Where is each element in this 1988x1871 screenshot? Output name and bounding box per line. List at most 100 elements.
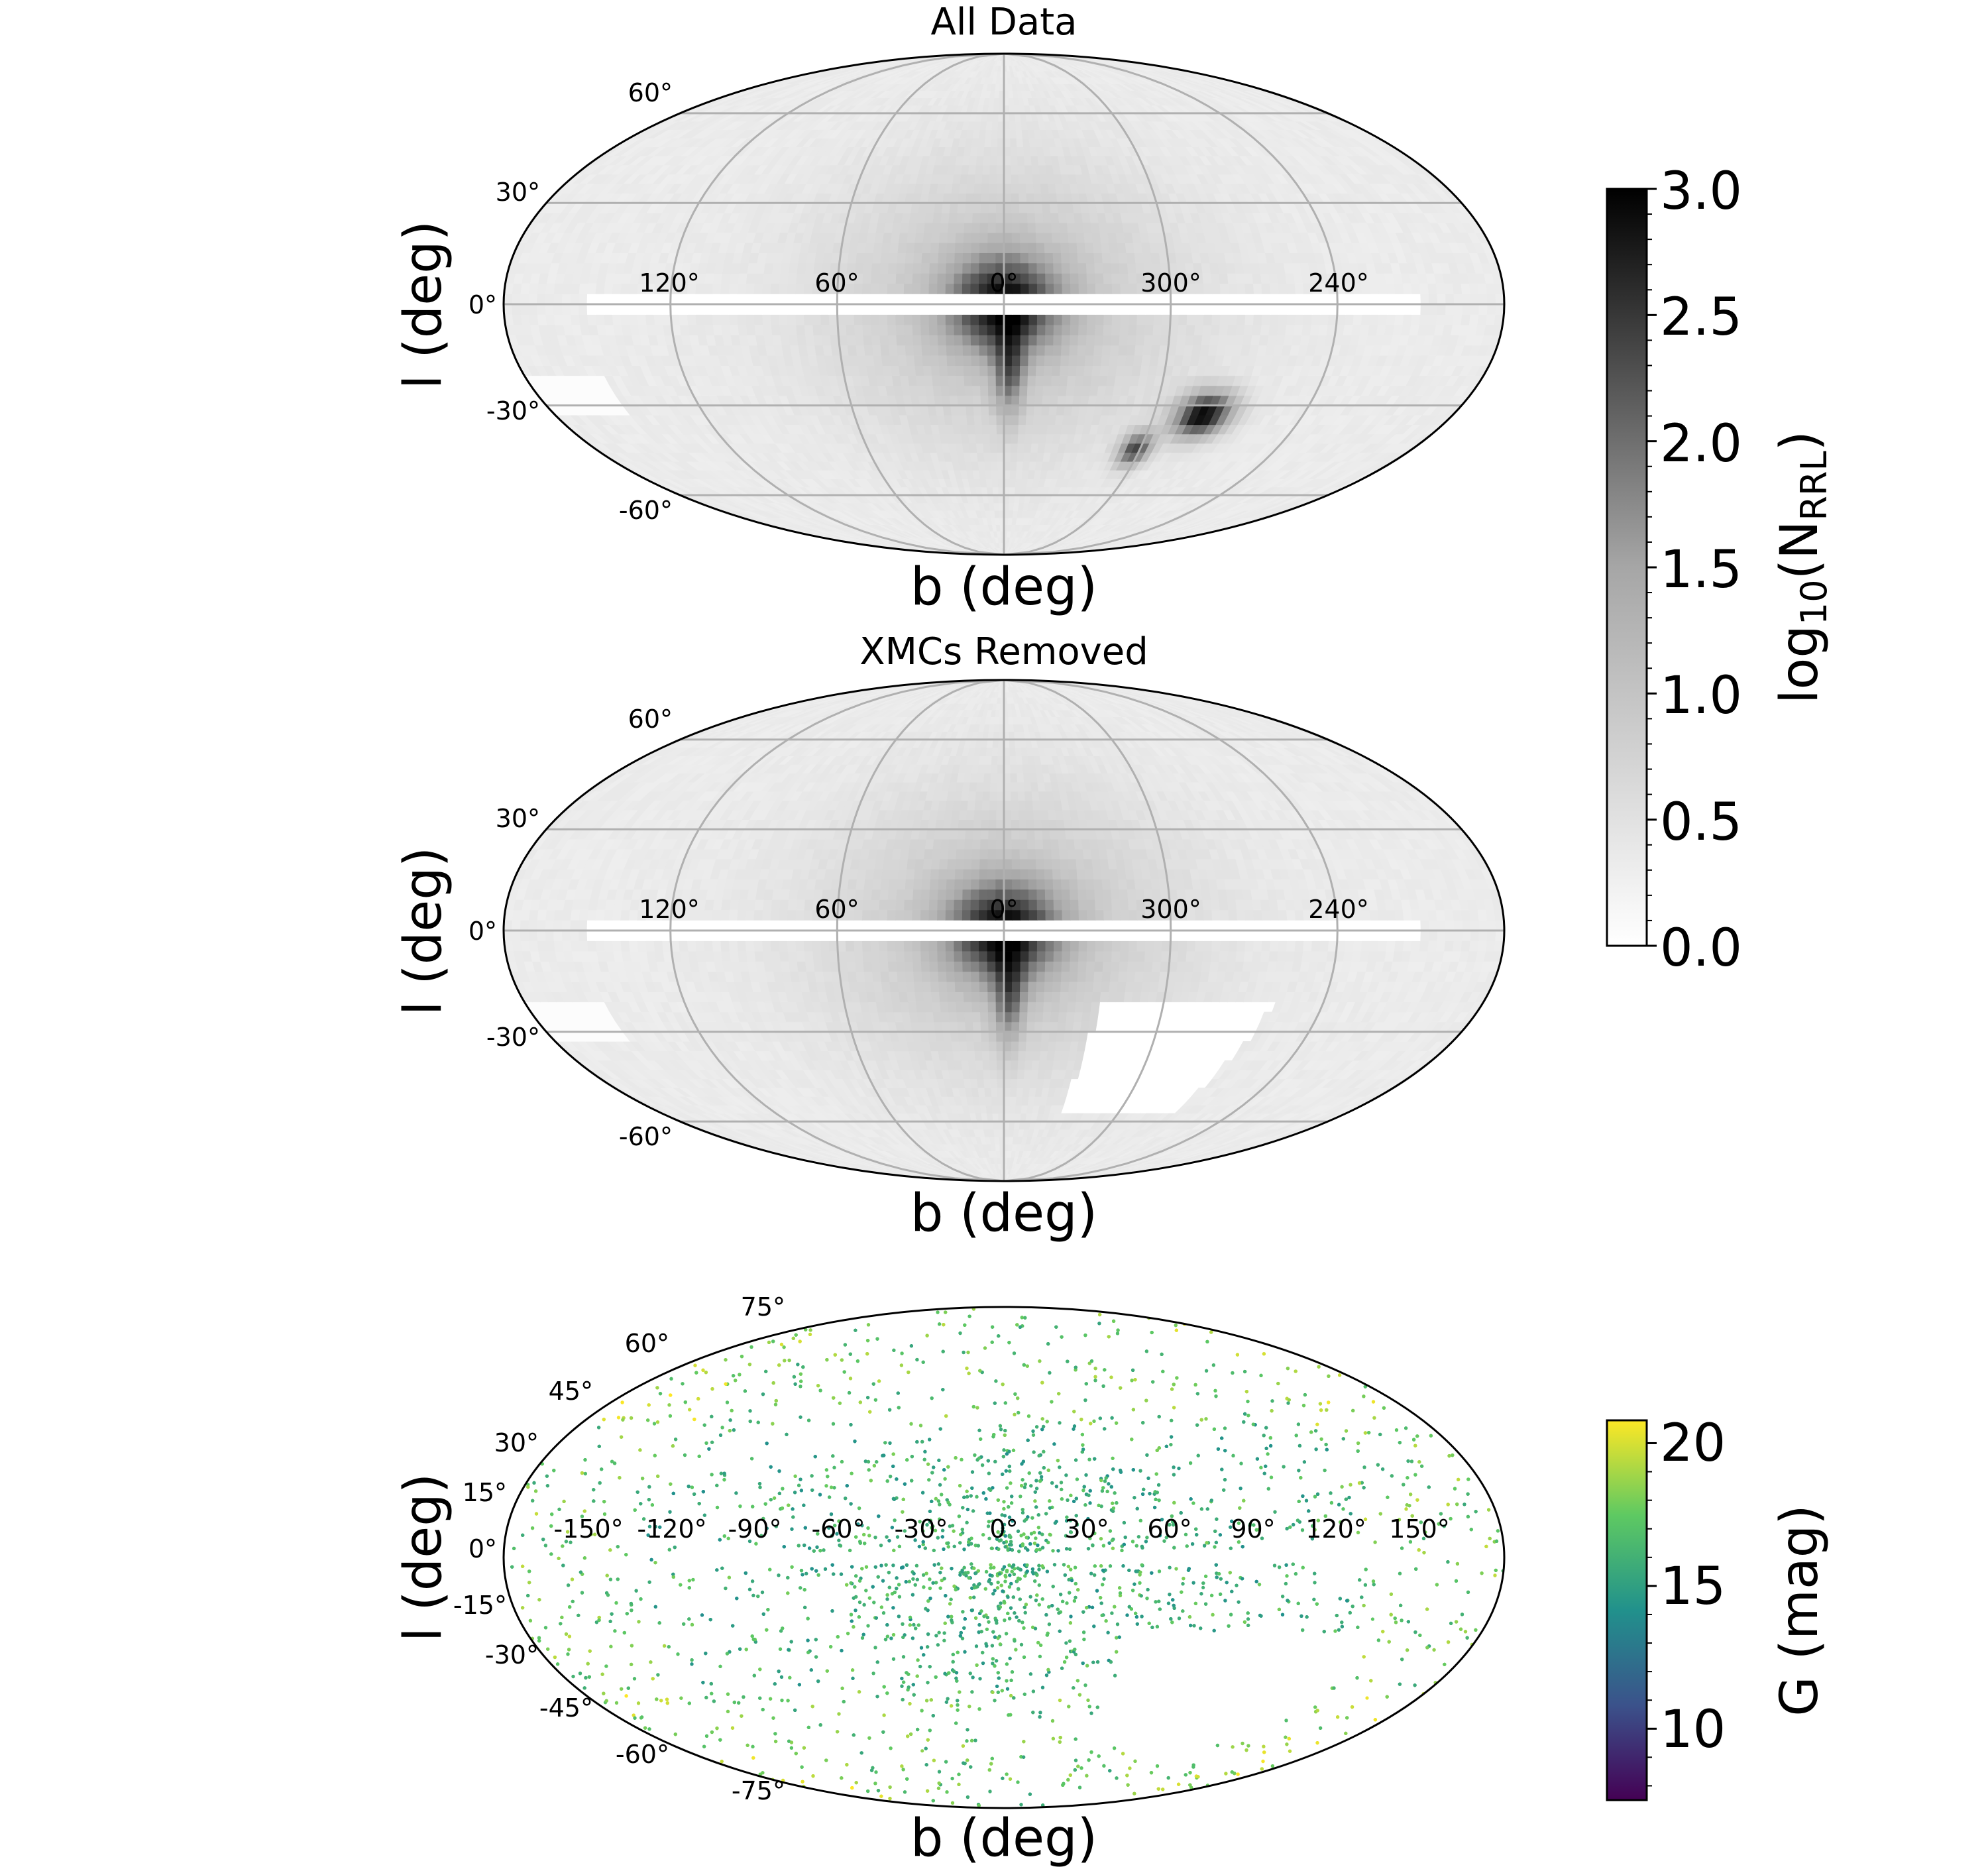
density-cell: [1094, 262, 1104, 274]
density-cell: [899, 365, 909, 376]
density-cell: [989, 183, 997, 194]
density-cell: [979, 262, 988, 274]
density-cell: [957, 202, 966, 213]
density-cell: [970, 262, 980, 274]
density-cell: [983, 452, 991, 462]
density-cell: [595, 314, 606, 325]
density-cell: [1003, 365, 1013, 376]
density-cell: [1087, 294, 1096, 305]
density-cell: [874, 365, 885, 376]
density-cell: [970, 324, 979, 335]
density-cell: [1009, 470, 1017, 479]
density-cell: [1144, 324, 1154, 335]
density-cell: [1026, 405, 1035, 416]
density-cell: [822, 345, 833, 356]
density-cell: [879, 283, 888, 294]
density-cell: [1053, 324, 1063, 335]
density-cell: [1094, 335, 1104, 346]
density-cell: [948, 375, 957, 386]
density-cell: [1049, 202, 1059, 213]
density-cell: [795, 304, 804, 315]
density-cell: [1435, 283, 1446, 294]
density-cell: [1404, 294, 1413, 305]
density-cell: [1227, 273, 1237, 284]
density-cell: [971, 222, 981, 233]
density-cell: [1036, 253, 1046, 264]
density-cell: [1117, 243, 1127, 253]
density-cell: [1209, 335, 1220, 346]
density-cell: [1370, 304, 1380, 315]
density-cell: [996, 424, 1005, 435]
density-cell: [1086, 324, 1096, 335]
density-cell: [865, 243, 875, 253]
density-cell: [737, 314, 747, 325]
density-cell: [1452, 283, 1463, 294]
density-cell: [946, 345, 956, 356]
density-cell: [1270, 294, 1280, 305]
density-cell: [1301, 324, 1312, 335]
density-cell: [954, 335, 964, 346]
density-cell: [1028, 262, 1038, 274]
density-cell: [1170, 304, 1180, 315]
density-cell: [1175, 253, 1186, 264]
density-cell: [587, 283, 597, 294]
density-cell: [1028, 335, 1038, 346]
density-cell: [1082, 222, 1092, 233]
density-cell: [995, 395, 1005, 406]
density-cell: [1212, 294, 1221, 305]
density-cell: [991, 461, 998, 471]
density-cell: [878, 294, 888, 305]
density-cell: [1244, 283, 1254, 294]
density-cell: [645, 314, 655, 325]
density-cell: [1078, 324, 1087, 335]
density-cell: [1034, 395, 1043, 406]
density-cell: [1044, 262, 1054, 274]
density-cell: [1103, 283, 1113, 294]
density-cell: [904, 273, 913, 284]
density-cell: [880, 345, 890, 356]
density-cell: [1012, 345, 1021, 356]
density-cell: [1175, 345, 1186, 356]
density-cell: [920, 324, 930, 335]
density-cell: [981, 405, 989, 416]
density-cell: [779, 324, 789, 335]
density-cell: [978, 304, 988, 315]
density-cell: [1428, 294, 1438, 305]
density-cell: [1070, 273, 1079, 284]
density-cell: [1236, 283, 1246, 294]
density-cell: [1132, 243, 1143, 253]
density-cell: [929, 253, 939, 264]
density-cell: [770, 314, 780, 325]
density-cell: [929, 335, 939, 346]
density-cell: [1210, 324, 1221, 335]
density-cell: [934, 202, 944, 213]
density-cell: [1052, 232, 1061, 243]
density-cell: [561, 304, 571, 315]
density-cell: [1068, 243, 1078, 253]
density-cell: [1012, 253, 1021, 264]
density-cell: [978, 283, 988, 294]
density-cell: [887, 283, 897, 294]
density-cell: [1011, 202, 1020, 213]
density-cell: [1036, 314, 1046, 325]
density-cell: [995, 345, 1005, 356]
density-cell: [1268, 273, 1279, 284]
density-cell: [1038, 433, 1047, 444]
density-cell: [1120, 294, 1130, 305]
density-cell: [981, 193, 989, 203]
density-cell: [987, 365, 997, 376]
density-cell: [954, 324, 963, 335]
density-cell: [873, 355, 883, 366]
density-cell: [1220, 304, 1230, 315]
density-cell: [856, 345, 865, 356]
density-cell: [1345, 304, 1354, 315]
density-cell: [980, 395, 989, 406]
density-cell: [1445, 304, 1455, 315]
density-cell: [1437, 304, 1447, 315]
density-cell: [891, 375, 902, 386]
density-cell: [889, 243, 899, 253]
density-cell: [956, 385, 966, 396]
density-cell: [728, 294, 738, 305]
density-cell: [586, 294, 596, 305]
density-cell: [1042, 385, 1052, 396]
